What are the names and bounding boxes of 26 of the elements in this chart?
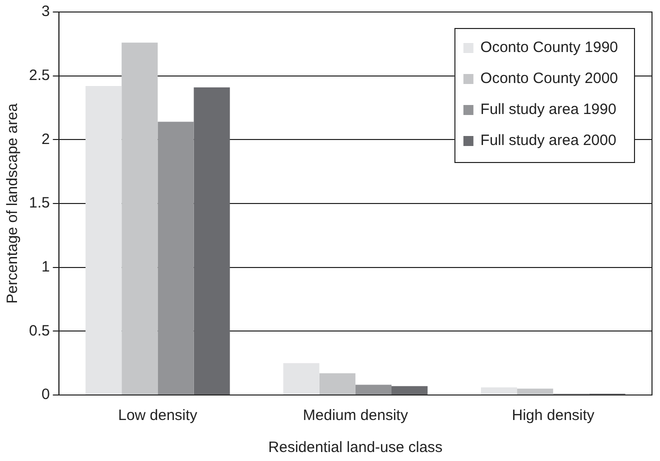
- y-tick-label: 0.5: [28, 322, 50, 340]
- bar: [283, 363, 320, 394]
- bar: [355, 384, 392, 394]
- legend-label: Full study area 2000: [480, 132, 616, 150]
- y-tick-label: 2: [42, 130, 50, 148]
- y-tick-label: 0: [42, 386, 50, 404]
- legend-label: Oconto County 2000: [480, 70, 618, 88]
- bar: [194, 87, 230, 394]
- y-tick-label: 2.5: [28, 66, 50, 84]
- bar: [319, 373, 356, 394]
- bar: [517, 388, 554, 394]
- bar: [392, 386, 428, 394]
- x-tick-label: High density: [512, 407, 595, 424]
- x-tick-label: Low density: [118, 407, 198, 424]
- y-tick-label: 1.5: [28, 194, 50, 212]
- bar: [86, 86, 122, 394]
- y-tick-label: 3: [42, 3, 50, 20]
- bar: [122, 42, 158, 394]
- bar: [158, 122, 194, 394]
- y-axis-title: Percentage of landscape area: [4, 102, 22, 304]
- x-axis-title: Residential land-use class: [268, 439, 443, 456]
- legend-label: Oconto County 1990: [480, 39, 618, 56]
- bar: [480, 387, 518, 394]
- y-tick-label: 1: [42, 258, 50, 276]
- x-tick-label: Medium density: [302, 407, 408, 424]
- legend-label: Full study area 1990: [480, 101, 616, 118]
